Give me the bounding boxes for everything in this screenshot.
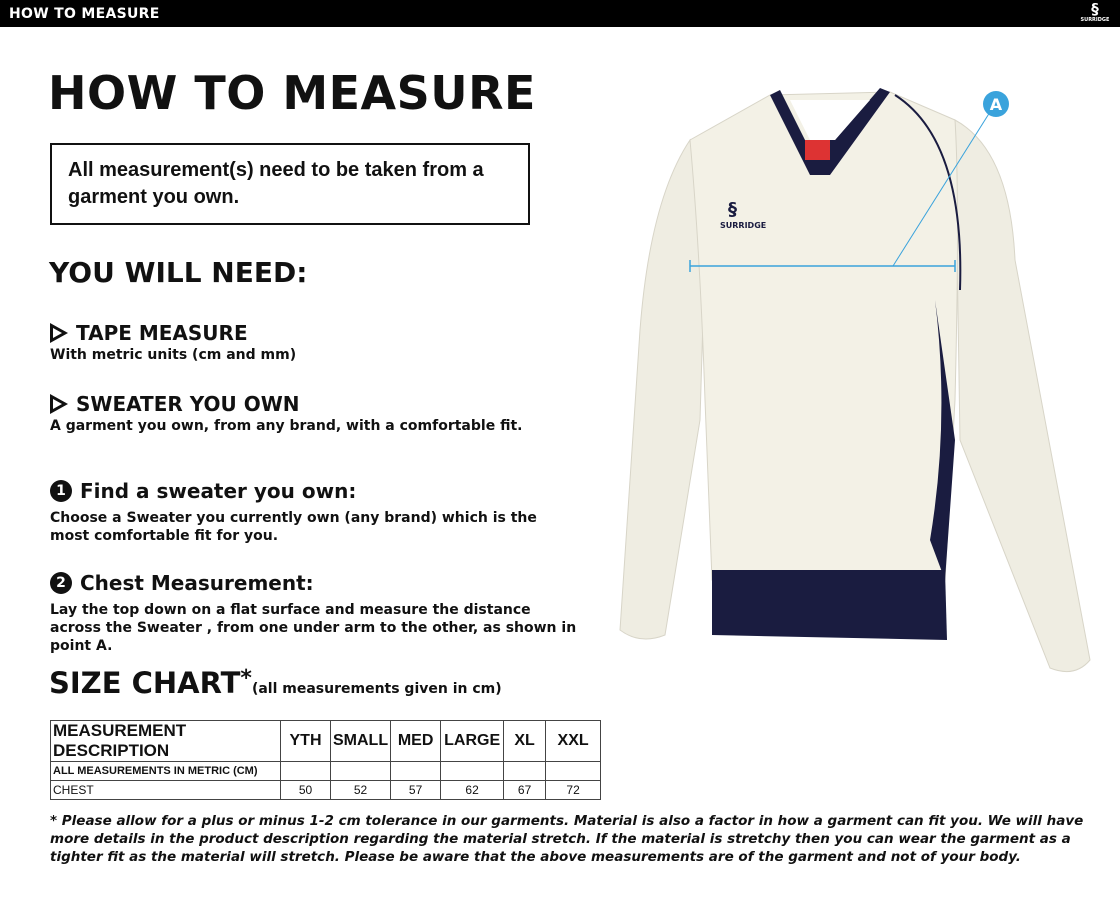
collar: [770, 88, 890, 175]
footnote: * Please allow for a plus or minus 1-2 c…: [50, 813, 1084, 865]
step-1: 1 Find a sweater you own: Choose a Sweate…: [50, 479, 580, 545]
column-header: MEASUREMENT DESCRIPTION: [50, 720, 281, 762]
side-panel: [930, 300, 955, 580]
row-label: CHEST: [50, 780, 281, 800]
need-item-sweater: SWEATER YOU OWN A garment you own, from …: [50, 392, 522, 434]
size-chart-note: (all measurements given in cm): [251, 681, 502, 697]
column-header: XXL: [545, 720, 602, 762]
step-2: 2 Chest Measurement: Lay the top down on …: [50, 571, 580, 655]
page-title: HOW TO MEASURE: [48, 66, 536, 120]
step-title: Find a sweater you own:: [80, 479, 357, 503]
table-cell: 72: [545, 780, 602, 800]
table-cell: 52: [329, 780, 392, 800]
surridge-logo: § SURRIDGE: [1080, 0, 1110, 24]
column-header: LARGE: [440, 720, 505, 762]
number-1-icon: 1: [50, 480, 72, 502]
you-will-need-heading: YOU WILL NEED:: [49, 256, 308, 289]
number-2-icon: 2: [50, 572, 72, 594]
left-sleeve: [619, 138, 706, 640]
need-item-tape: TAPE MEASURE With metric units (cm and m…: [50, 321, 296, 363]
table-row: CHEST 50 52 57 62 67 72: [50, 780, 602, 800]
right-sleeve: [954, 119, 1091, 673]
sweater-illustration: SURRIDGE § A: [619, 88, 1091, 673]
need-item-desc: With metric units (cm and mm): [50, 347, 297, 363]
step-title: Chest Measurement:: [80, 571, 314, 595]
table-cell: 50: [280, 780, 331, 800]
asterisk: *: [240, 666, 252, 691]
column-header: MED: [390, 720, 442, 762]
column-header: SMALL: [329, 720, 392, 762]
waistband: [712, 570, 947, 640]
table-cell: 67: [503, 780, 547, 800]
chest-logo: SURRIDGE: [720, 221, 766, 230]
size-chart-heading: SIZE CHART*(all measurements given in cm…: [49, 666, 502, 700]
table-cell: 57: [390, 780, 442, 800]
size-chart-table: MEASUREMENT DESCRIPTION YTH SMALL MED LA…: [50, 720, 602, 800]
collar-tag: [805, 140, 830, 160]
column-header: XL: [503, 720, 547, 762]
surridge-emblem-icon: §: [728, 199, 737, 220]
play-triangle-icon: [50, 323, 68, 343]
top-bar: HOW TO MEASURE § SURRIDGE: [0, 0, 1120, 27]
play-triangle-icon: [50, 394, 68, 414]
point-a-marker: [983, 91, 1009, 117]
need-item-title: SWEATER YOU OWN: [76, 392, 300, 416]
top-bar-title: HOW TO MEASURE: [9, 6, 160, 22]
need-item-title: TAPE MEASURE: [76, 321, 248, 345]
piping: [894, 94, 962, 291]
pointer-line: [892, 111, 991, 267]
notice-box: All measurement(s) need to be taken from…: [50, 143, 530, 225]
table-row: ALL MEASUREMENTS IN METRIC (CM): [50, 761, 602, 781]
table-subheader: ALL MEASUREMENTS IN METRIC (CM): [50, 761, 281, 781]
step-desc: Lay the top down on a flat surface and m…: [50, 602, 577, 654]
size-chart-title: SIZE CHART: [49, 666, 241, 700]
table-header-row: MEASUREMENT DESCRIPTION YTH SMALL MED LA…: [50, 720, 602, 762]
point-a-label: A: [990, 95, 1003, 114]
column-header: YTH: [280, 720, 331, 762]
step-desc: Choose a Sweater you currently own (any …: [50, 510, 537, 544]
table-cell: 62: [440, 780, 505, 800]
collar-inner: [790, 100, 870, 140]
need-item-desc: A garment you own, from any brand, with …: [50, 418, 523, 434]
